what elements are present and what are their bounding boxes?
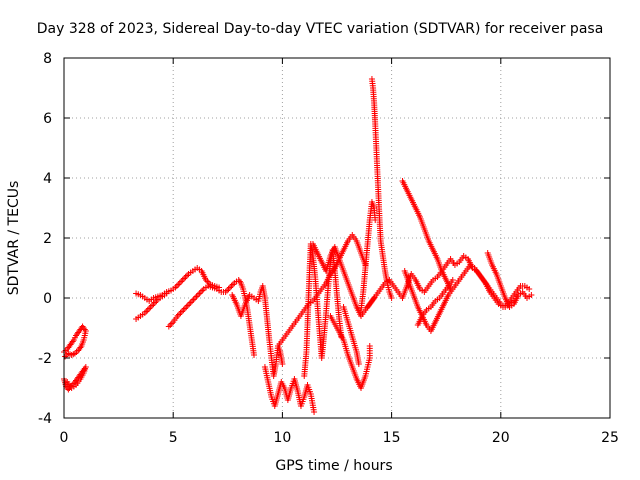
segment-4: [165, 277, 258, 358]
data-point: [183, 304, 190, 310]
data-point: [190, 296, 197, 303]
data-point: [168, 320, 175, 327]
segment-0: [61, 323, 89, 360]
data-point: [355, 361, 362, 367]
data-point: [449, 277, 456, 283]
segment-6: [261, 364, 318, 415]
chart-title: Day 328 of 2023, Sidereal Day-to-day VTE…: [37, 21, 604, 37]
data-point: [167, 322, 174, 328]
data-point: [279, 361, 286, 367]
y-tick-label: -4: [38, 411, 52, 427]
x-axis-label: GPS time / hours: [275, 458, 392, 474]
data-point: [311, 409, 318, 415]
data-point: [175, 281, 182, 288]
segment-13: [368, 76, 395, 301]
y-tick-label: 8: [43, 51, 52, 67]
data-point: [366, 343, 373, 349]
segment-10: [327, 313, 373, 391]
segment-3: [133, 290, 170, 322]
data-point: [181, 305, 188, 312]
segment-1: [61, 364, 89, 393]
data-point: [177, 310, 184, 316]
data-point: [186, 301, 193, 307]
segment-12: [358, 199, 379, 313]
data-point: [526, 286, 533, 292]
data-point: [193, 293, 200, 300]
data-point: [179, 277, 186, 283]
segment-11: [340, 304, 362, 367]
data-point: [251, 352, 258, 358]
segment-15: [399, 178, 454, 292]
data-point: [199, 287, 206, 294]
data-point: [197, 289, 204, 295]
data-point: [229, 281, 236, 288]
data-point: [528, 292, 535, 298]
data-point: [224, 287, 231, 294]
data-point: [196, 290, 203, 297]
segment-16: [401, 262, 517, 334]
data-point: [178, 308, 185, 315]
y-tick-label: 4: [43, 171, 52, 187]
data-point: [143, 308, 150, 315]
data-point: [147, 304, 154, 310]
segment-17: [414, 277, 456, 328]
data-point: [194, 292, 201, 298]
data-point: [180, 307, 187, 313]
data-point: [388, 295, 395, 301]
data-point: [192, 295, 199, 301]
data-point: [144, 307, 151, 313]
y-tick-label: 2: [43, 231, 52, 247]
data-point: [163, 290, 170, 297]
axes: 0 5 10 15 20 25 -4 -2 0 2 4 6 8: [38, 51, 619, 446]
segment-9: [309, 241, 378, 319]
grid-lines: [64, 58, 610, 418]
data-points: [61, 76, 535, 415]
data-point: [228, 283, 235, 289]
data-point: [64, 379, 71, 385]
data-point: [146, 305, 153, 312]
segment-5: [229, 283, 286, 379]
x-tick-label: 10: [273, 430, 291, 446]
y-tick-label: 6: [43, 111, 52, 127]
x-tick-label: 15: [383, 430, 401, 446]
data-point: [152, 299, 158, 306]
data-point: [176, 311, 183, 318]
data-point: [153, 298, 160, 304]
data-point: [225, 286, 232, 292]
data-point: [182, 274, 189, 280]
segment-8: [301, 241, 345, 379]
x-tick-label: 0: [60, 430, 69, 446]
series-0: [61, 76, 535, 415]
x-tick-label: 20: [492, 430, 510, 446]
data-point: [181, 275, 188, 282]
data-point: [176, 280, 183, 286]
data-point: [184, 302, 191, 309]
data-point: [189, 298, 196, 304]
data-point: [184, 272, 191, 279]
data-point: [173, 283, 180, 289]
data-point: [178, 278, 185, 285]
y-axis-label: SDTVAR / TECUs: [6, 181, 22, 296]
segment-18: [484, 250, 535, 310]
data-point: [165, 323, 172, 330]
y-tick-label: 0: [43, 291, 52, 307]
x-tick-label: 5: [169, 430, 178, 446]
y-tick-label: -2: [38, 351, 52, 367]
data-point: [187, 299, 194, 306]
data-point: [149, 302, 156, 309]
x-tick-label: 25: [601, 430, 619, 446]
data-point: [226, 284, 233, 291]
